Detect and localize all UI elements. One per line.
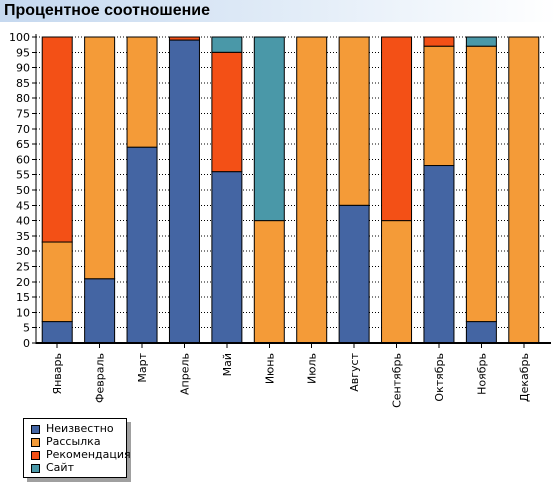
bar-segment bbox=[423, 165, 455, 344]
x-tick-label: Июнь bbox=[263, 353, 276, 384]
bar-segment bbox=[508, 36, 540, 344]
y-tick-label: 55 bbox=[16, 169, 30, 182]
y-tick-label: 25 bbox=[16, 261, 30, 274]
chart-title: Процентное соотношение bbox=[4, 2, 211, 19]
bar-segment bbox=[465, 45, 497, 323]
bar-segment bbox=[84, 36, 116, 280]
bar-segment bbox=[168, 39, 200, 344]
y-tick-label: 30 bbox=[16, 245, 30, 258]
y-tick-label: 75 bbox=[16, 108, 30, 121]
bar-segment bbox=[338, 36, 370, 206]
bar-segment bbox=[253, 220, 285, 344]
legend-swatch bbox=[31, 464, 40, 473]
x-tick-label: Декабрь bbox=[518, 353, 531, 402]
chart-title-bar: Процентное соотношение bbox=[0, 0, 557, 22]
bar-segment bbox=[338, 204, 370, 344]
y-tick-label: 100 bbox=[9, 31, 30, 44]
legend-swatch bbox=[31, 425, 40, 434]
bar-segment bbox=[423, 45, 455, 167]
y-tick-label: 10 bbox=[16, 306, 30, 319]
y-tick-label: 85 bbox=[16, 77, 30, 90]
bar-segment bbox=[253, 36, 285, 222]
x-tick-label: Март bbox=[136, 352, 149, 382]
bar-segment bbox=[296, 36, 328, 344]
x-tick-label: Ноябрь bbox=[475, 353, 488, 395]
chart-legend: Неизвестно Рассылка Рекомендация Сайт bbox=[23, 418, 131, 478]
legend-label: Рекомендация bbox=[46, 448, 131, 461]
y-tick-label: 60 bbox=[16, 153, 30, 166]
y-tick-label: 40 bbox=[16, 215, 30, 228]
bar-segment bbox=[423, 36, 455, 47]
y-tick-label: 0 bbox=[23, 337, 30, 350]
x-tick-label: Июль bbox=[306, 353, 319, 384]
bar-segment bbox=[465, 36, 497, 47]
legend-swatch bbox=[31, 451, 40, 460]
legend-label: Сайт bbox=[46, 461, 74, 474]
bar-segment bbox=[41, 241, 73, 323]
bar-segment bbox=[211, 36, 243, 53]
bar-segment bbox=[381, 36, 413, 222]
bar-segment bbox=[211, 51, 243, 173]
x-tick-label: Февраль bbox=[94, 353, 107, 403]
y-tick-label: 90 bbox=[16, 62, 30, 75]
y-tick-label: 5 bbox=[23, 322, 30, 335]
y-tick-label: 35 bbox=[16, 230, 30, 243]
x-tick-label: Октябрь bbox=[433, 353, 446, 402]
x-tick-label: Апрель bbox=[178, 353, 191, 395]
legend-label: Неизвестно bbox=[46, 422, 114, 435]
x-tick-label: Май bbox=[221, 353, 234, 376]
y-tick-label: 70 bbox=[16, 123, 30, 136]
x-tick-label: Сентябрь bbox=[391, 353, 404, 408]
bar-segment bbox=[84, 278, 116, 344]
y-tick-label: 15 bbox=[16, 291, 30, 304]
bar-segment bbox=[41, 321, 73, 344]
x-tick-label: Август bbox=[348, 352, 361, 391]
y-tick-label: 80 bbox=[16, 92, 30, 105]
y-tick-label: 65 bbox=[16, 138, 30, 151]
bar-segment bbox=[126, 146, 158, 344]
legend-label: Рассылка bbox=[46, 435, 101, 448]
bar-segment bbox=[126, 36, 158, 148]
bar-segment bbox=[465, 321, 497, 344]
bar-segment bbox=[381, 220, 413, 344]
y-tick-label: 45 bbox=[16, 199, 30, 212]
y-tick-label: 95 bbox=[16, 46, 30, 59]
x-tick-label: Январь bbox=[51, 353, 64, 395]
bar-segment bbox=[168, 36, 200, 41]
bar-segment bbox=[211, 171, 243, 344]
y-tick-label: 20 bbox=[16, 276, 30, 289]
legend-swatch bbox=[31, 438, 40, 447]
y-tick-label: 50 bbox=[16, 184, 30, 197]
bar-segment bbox=[41, 36, 73, 243]
